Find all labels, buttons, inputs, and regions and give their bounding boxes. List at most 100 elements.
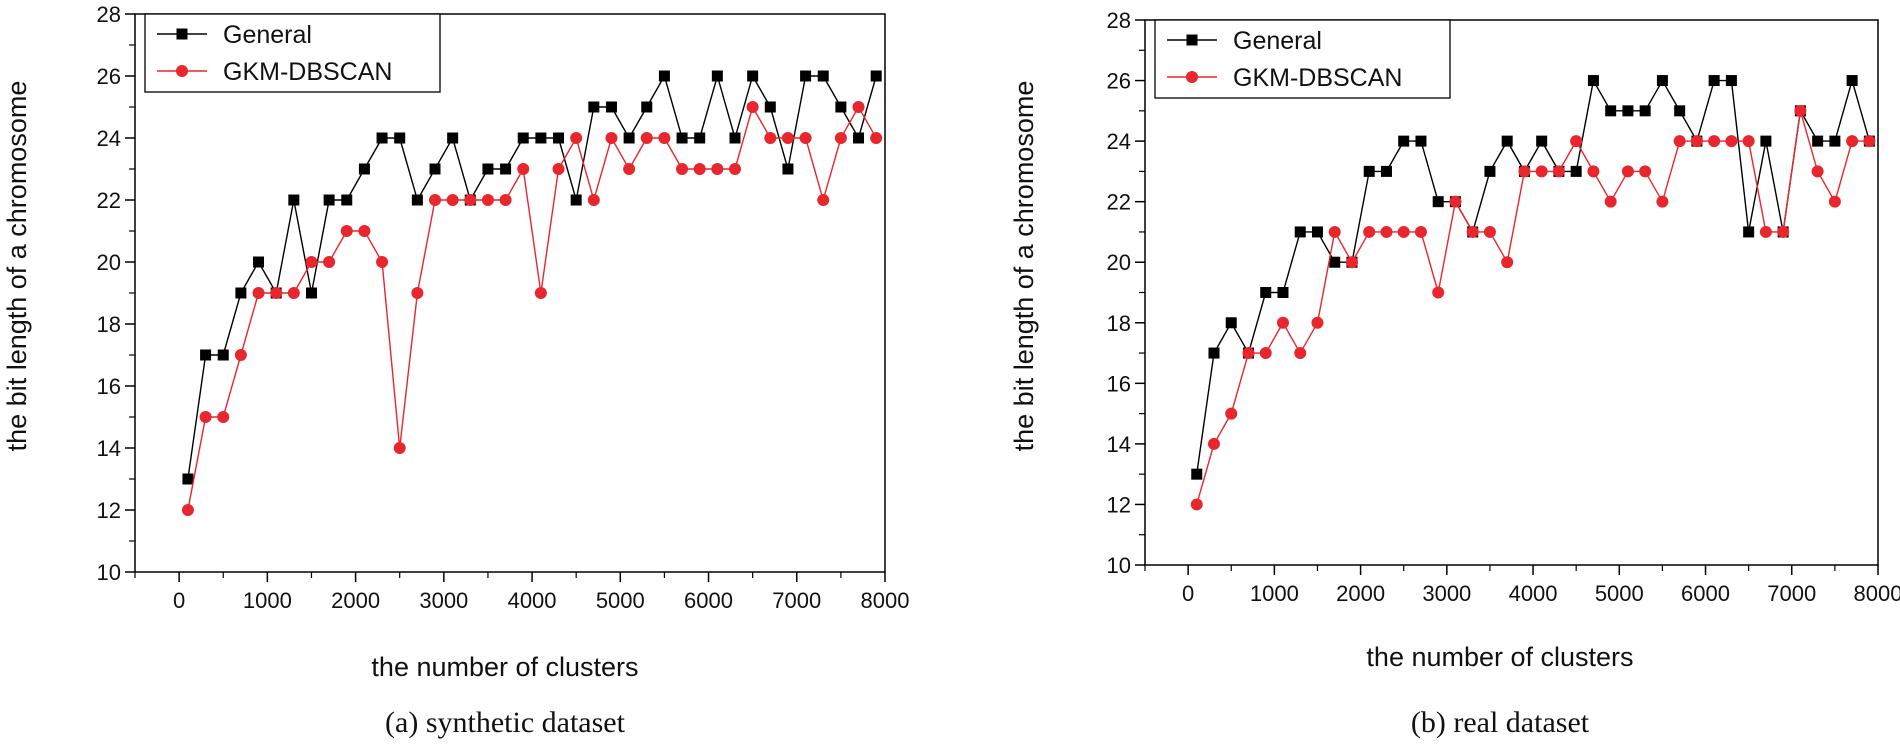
data-point [534, 287, 547, 299]
y-tick-label: 10 [97, 560, 121, 585]
data-point [305, 287, 317, 299]
caption: (a) synthetic dataset [385, 706, 626, 739]
data-point [782, 163, 794, 175]
data-point [799, 132, 812, 144]
x-tick-label: 4000 [508, 588, 557, 613]
data-point [182, 473, 194, 485]
series-layer [1190, 75, 1876, 511]
data-point [429, 163, 441, 175]
data-point [1276, 316, 1289, 329]
legend: General GKM-DBSCAN [1154, 19, 1451, 99]
data-point [358, 225, 371, 237]
data-point [1708, 135, 1721, 148]
x-tick-label: 0 [173, 588, 185, 613]
data-point [552, 163, 565, 175]
y-tick-label: 16 [1107, 371, 1131, 396]
data-point [1621, 165, 1634, 178]
data-point [464, 194, 477, 206]
y-tick-label: 14 [1107, 432, 1131, 457]
data-point [376, 256, 389, 268]
data-point [693, 163, 706, 175]
data-point [870, 132, 883, 144]
data-point [676, 163, 689, 175]
data-point [817, 70, 829, 82]
data-point [1587, 75, 1599, 87]
series-general [182, 70, 882, 485]
plot-frame [1144, 19, 1879, 566]
data-point [1501, 135, 1513, 147]
data-point [252, 287, 265, 299]
data-point [429, 194, 441, 206]
series-general [1191, 75, 1875, 480]
data-point [764, 101, 776, 113]
y-tick-label: 28 [97, 2, 121, 27]
data-point [587, 194, 600, 206]
x-tick-label: 8000 [861, 588, 910, 613]
data-point [358, 163, 370, 175]
data-point [729, 132, 741, 144]
data-point [1518, 165, 1531, 178]
legend-label: General [1233, 27, 1322, 55]
data-point [852, 101, 865, 113]
data-point [181, 504, 194, 516]
data-point [1552, 165, 1565, 178]
y-tick-label: 12 [1107, 492, 1131, 517]
data-point [1449, 195, 1462, 208]
data-point [1708, 75, 1720, 87]
data-point [1398, 135, 1410, 147]
x-axis-label: the number of clusters [1366, 642, 1633, 672]
data-point [1414, 225, 1427, 238]
legend-label: General [223, 21, 312, 49]
y-tick-label: 16 [97, 374, 121, 399]
data-point [323, 256, 336, 268]
data-point [499, 194, 512, 206]
legend-marker [1186, 71, 1198, 83]
x-tick-label: 8000 [1854, 581, 1900, 606]
data-point [1743, 226, 1755, 238]
plot-frame [134, 13, 886, 573]
data-point [217, 411, 230, 423]
data-point [605, 101, 617, 113]
data-point [288, 194, 300, 206]
data-point [658, 70, 670, 82]
x-tick-label: 4000 [1509, 581, 1558, 606]
x-tick-label: 0 [1182, 581, 1194, 606]
x-tick-label: 3000 [1422, 581, 1471, 606]
data-point [1674, 105, 1686, 117]
y-tick-label: 18 [97, 312, 121, 337]
data-point [340, 225, 353, 237]
data-point [1397, 225, 1410, 238]
data-point [393, 442, 406, 454]
legend-box [144, 13, 441, 93]
x-tick-label: 2000 [331, 588, 380, 613]
data-point [1329, 256, 1341, 268]
data-point [517, 132, 529, 144]
data-point [676, 132, 688, 144]
data-point [482, 163, 494, 175]
y-tick-label: 24 [97, 126, 121, 151]
y-axis-label: the bit length of a chromosome [2, 81, 32, 452]
data-point [1191, 468, 1203, 480]
data-point [1656, 75, 1668, 87]
series-line [187, 105, 877, 511]
data-point [781, 132, 794, 144]
data-point [1380, 225, 1393, 238]
series-line [187, 73, 877, 480]
data-point [623, 132, 635, 144]
data-point [1829, 135, 1841, 147]
data-point [1363, 165, 1375, 177]
data-point [1604, 195, 1617, 208]
data-point [1208, 347, 1220, 359]
data-point [1759, 225, 1772, 238]
data-point [234, 349, 247, 361]
legend: General GKM-DBSCAN [144, 13, 441, 93]
plot-area [1144, 19, 1879, 566]
data-point [1535, 165, 1548, 178]
data-point [1760, 135, 1772, 147]
caption: (b) real dataset [1411, 706, 1590, 739]
data-point [570, 132, 583, 144]
data-point [500, 163, 512, 175]
data-point [1794, 104, 1807, 117]
data-point [1501, 256, 1514, 269]
data-point [1812, 135, 1824, 147]
